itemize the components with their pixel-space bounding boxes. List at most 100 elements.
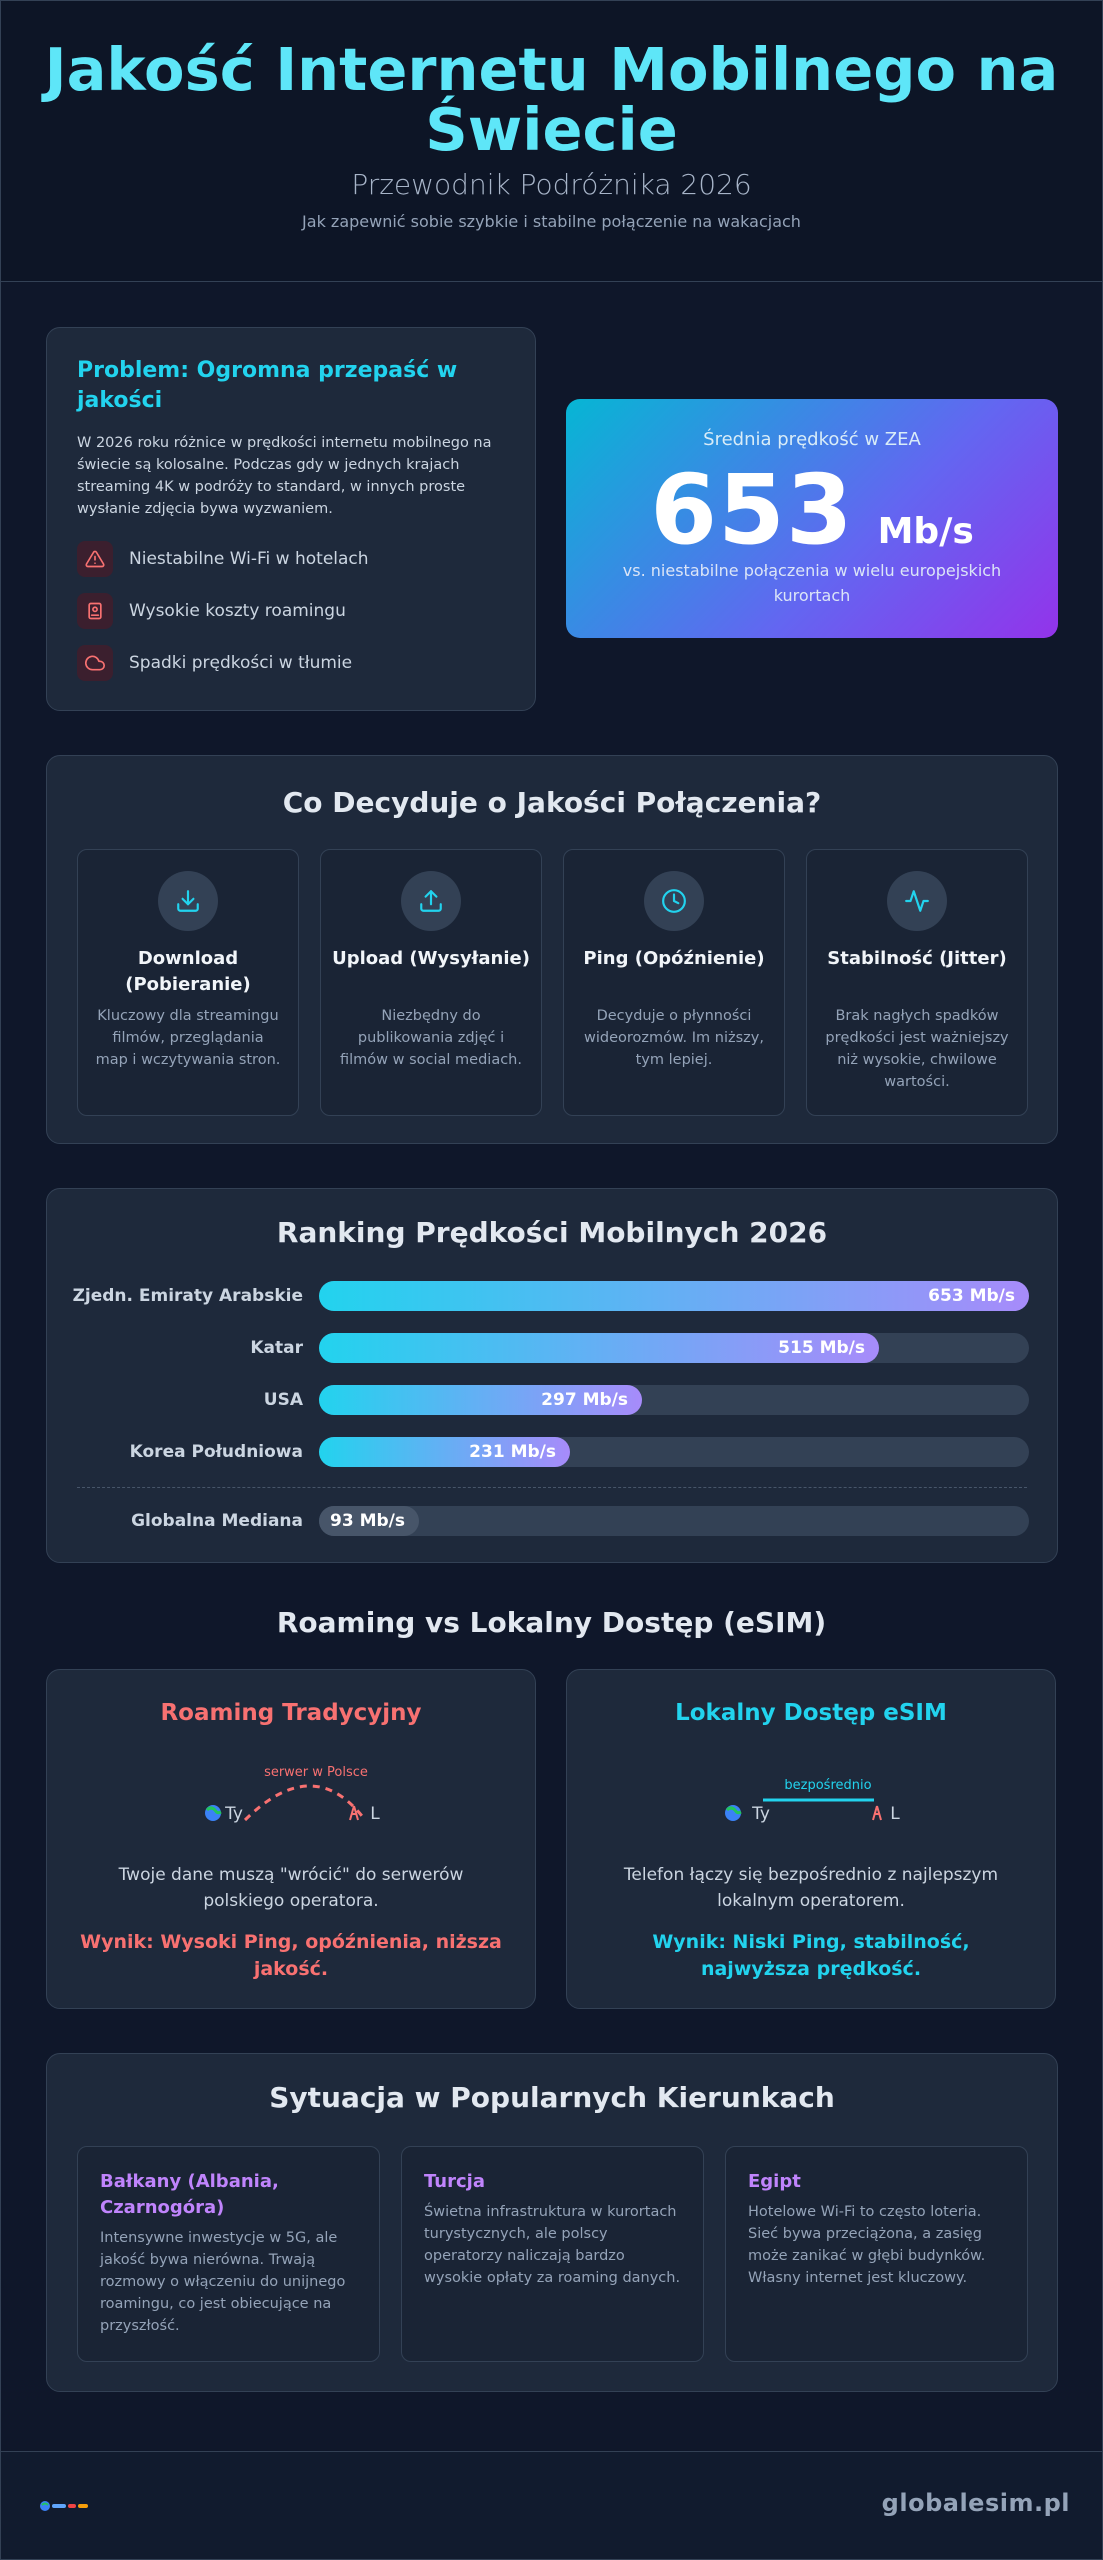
ranking-value: 231 Mb/s <box>469 1442 556 1462</box>
ranking-row: Globalna Mediana 93 Mb/s <box>47 1506 1059 1536</box>
ranking-value: 297 Mb/s <box>541 1390 628 1410</box>
diagram-you-label: Ty <box>751 1804 770 1824</box>
ranking-label: Katar <box>250 1338 303 1358</box>
ranking-section: Ranking Prędkości Mobilnych 2026 Zjedn. … <box>46 1188 1058 1563</box>
ranking-row: Katar 515 Mb/s <box>47 1333 1059 1363</box>
speed-stat-card: Średnia prędkość w ZEA 653 Mb/s vs. niest… <box>566 399 1058 638</box>
factor-card-jitter: Stabilność (Jitter) Brak nagłych spadków… <box>806 849 1028 1116</box>
clock-icon <box>644 871 704 931</box>
destination-name: Turcja <box>424 2171 485 2192</box>
ranking-track: 297 Mb/s <box>319 1385 1029 1415</box>
problem-item: Spadki prędkości w tłumie <box>77 644 505 682</box>
page-header: Jakość Internetu Mobilnego na Świecie Pr… <box>0 0 1103 282</box>
ranking-value: 515 Mb/s <box>778 1338 865 1358</box>
ranking-bar: 93 Mb/s <box>319 1506 419 1536</box>
diagram-you-label: Ty <box>224 1804 243 1824</box>
ranking-track: 93 Mb/s <box>319 1506 1029 1536</box>
diagram-path <box>243 1784 364 1822</box>
ranking-value: 653 Mb/s <box>928 1286 1015 1306</box>
problem-title: Problem: Ogromna przepaść w jakości <box>77 358 458 413</box>
factor-title: Download (Pobieranie) <box>125 948 251 995</box>
ranking-label: USA <box>263 1390 303 1410</box>
roaming-traditional-result: Wynik: Wysoki Ping, opóźnienia, niższa j… <box>80 1931 502 1980</box>
stat-value: 653 <box>650 454 854 566</box>
ranking-bar: 231 Mb/s <box>319 1437 570 1467</box>
wallet-icon <box>77 593 113 629</box>
destination-desc: Świetna infrastruktura w kurortach turys… <box>424 2204 681 2286</box>
factor-desc: Kluczowy dla streamingu filmów, przegląd… <box>95 1008 281 1068</box>
tower-icon <box>872 1805 882 1821</box>
destination-card: Egipt Hotelowe Wi-Fi to często loteria. … <box>725 2146 1028 2362</box>
roaming-esim-text: Telefon łączy się bezpośrednio z najleps… <box>623 1865 999 1911</box>
roaming-title: Roaming vs Lokalny Dostęp (eSIM) <box>276 1606 827 1639</box>
destination-name: Bałkany (Albania, Czarnogóra) <box>100 2171 279 2218</box>
problem-item: Wysokie koszty roamingu <box>77 592 505 630</box>
ranking-track: 653 Mb/s <box>319 1281 1029 1311</box>
problem-item-label: Wysokie koszty roamingu <box>129 601 346 621</box>
destinations-section: Sytuacja w Popularnych Kierunkach Bałkan… <box>46 2053 1058 2392</box>
download-icon <box>158 871 218 931</box>
warning-triangle-icon <box>77 541 113 577</box>
roaming-esim-card: Lokalny Dostęp eSIM bezpośrednio Ty L Te… <box>566 1669 1056 2009</box>
diagram-label: bezpośrednio <box>784 1778 871 1793</box>
stat-value-row: 653 Mb/s <box>566 454 1058 566</box>
ranking-divider <box>77 1487 1027 1488</box>
roaming-esim-diagram: bezpośrednio Ty L <box>725 1778 900 1824</box>
factors-title: Co Decyduje o Jakości Połączenia? <box>282 786 822 819</box>
destination-card: Bałkany (Albania, Czarnogóra) Intensywne… <box>77 2146 380 2362</box>
pulse-icon <box>887 871 947 931</box>
upload-icon <box>401 871 461 931</box>
cloud-icon <box>77 645 113 681</box>
roaming-traditional-diagram: serwer w Polsce Ty L <box>205 1765 380 1824</box>
page-tagline: Jak zapewnić sobie szybkie i stabilne po… <box>302 212 801 231</box>
problem-item-label: Niestabilne Wi-Fi w hotelach <box>129 549 369 569</box>
diagram-local-label: L <box>370 1804 380 1824</box>
diagram-local-label: L <box>890 1804 900 1824</box>
destination-name: Egipt <box>748 2171 801 2192</box>
destination-desc: Hotelowe Wi-Fi to często loteria. Sieć b… <box>748 2204 986 2286</box>
ranking-label: Korea Południowa <box>129 1442 303 1462</box>
factors-section: Co Decyduje o Jakości Połączenia? Downlo… <box>46 755 1058 1144</box>
factor-desc: Brak nagłych spadków prędkości jest ważn… <box>825 1008 1009 1090</box>
ranking-track: 515 Mb/s <box>319 1333 1029 1363</box>
roaming-esim-result: Wynik: Niski Ping, stabilność, najwyższa… <box>652 1931 970 1980</box>
tower-icon <box>349 1805 359 1821</box>
roaming-traditional-card: Roaming Tradycyjny serwer w Polsce Ty L … <box>46 1669 536 2009</box>
brand-domain[interactable]: globalesim.pl <box>881 2489 1070 2517</box>
factor-desc: Niezbędny do publikowania zdjęć i filmów… <box>340 1008 522 1068</box>
problem-list: Niestabilne Wi-Fi w hotelach Wysokie kos… <box>77 540 505 682</box>
destination-desc: Intensywne inwestycje w 5G, ale jakość b… <box>100 2230 346 2334</box>
ranking-bar: 515 Mb/s <box>319 1333 879 1363</box>
ranking-bar: 653 Mb/s <box>319 1281 1029 1311</box>
factor-desc: Decyduje o płynności wideorozmów. Im niż… <box>584 1008 764 1068</box>
ranking-row: Zjedn. Emiraty Arabskie 653 Mb/s <box>47 1281 1059 1311</box>
factor-card-upload: Upload (Wysyłanie) Niezbędny do publikow… <box>320 849 542 1116</box>
roaming-traditional-text: Twoje dane muszą "wrócić" do serwerów po… <box>118 1865 464 1911</box>
ranking-bar: 297 Mb/s <box>319 1385 642 1415</box>
problem-item-label: Spadki prędkości w tłumie <box>129 653 353 673</box>
ranking-title: Ranking Prędkości Mobilnych 2026 <box>276 1216 828 1249</box>
problem-item: Niestabilne Wi-Fi w hotelach <box>77 540 505 578</box>
ranking-label: Zjedn. Emiraty Arabskie <box>72 1286 303 1306</box>
ranking-row: USA 297 Mb/s <box>47 1385 1059 1415</box>
factor-card-ping: Ping (Opóźnienie) Decyduje o płynności w… <box>563 849 785 1116</box>
problem-body: W 2026 roku różnice w prędkości internet… <box>77 435 492 517</box>
factor-card-download: Download (Pobieranie) Kluczowy dla strea… <box>77 849 299 1116</box>
roaming-esim-title: Lokalny Dostęp eSIM <box>675 1700 947 1726</box>
ranking-label: Globalna Mediana <box>131 1511 303 1531</box>
destinations-title: Sytuacja w Popularnych Kierunkach <box>269 2081 835 2114</box>
ranking-row: Korea Południowa 231 Mb/s <box>47 1437 1059 1467</box>
factor-title: Upload (Wysyłanie) <box>332 948 530 969</box>
diagram-label: serwer w Polsce <box>264 1765 368 1780</box>
factor-title: Stabilność (Jitter) <box>827 948 1007 969</box>
page-subtitle: Przewodnik Podróżnika 2026 <box>351 168 752 201</box>
destination-card: Turcja Świetna infrastruktura w kurortac… <box>401 2146 704 2362</box>
ranking-value: 93 Mb/s <box>330 1511 405 1531</box>
page-footer: globalesim.pl <box>0 2451 1103 2560</box>
problem-card: Problem: Ogromna przepaść w jakości W 20… <box>46 327 536 711</box>
page-title: Jakość Internetu Mobilnego na Świecie <box>44 35 1059 164</box>
roaming-traditional-title: Roaming Tradycyjny <box>160 1700 422 1726</box>
stat-unit: Mb/s <box>877 511 974 552</box>
brand-logo[interactable] <box>38 2499 90 2513</box>
ranking-track: 231 Mb/s <box>319 1437 1029 1467</box>
